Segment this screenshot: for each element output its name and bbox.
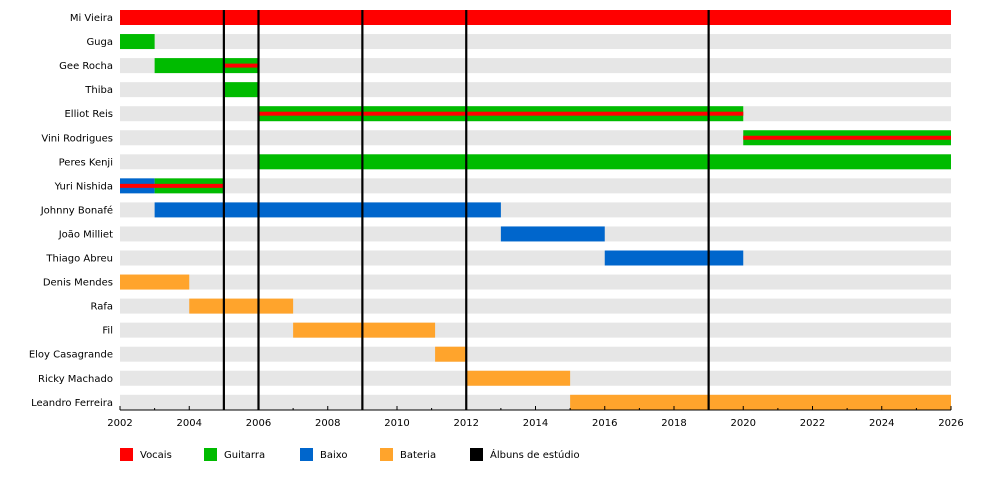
x-tick-label: 2002 [107,418,132,429]
member-label: Fil [102,326,113,337]
x-tick-label: 2020 [731,418,756,429]
x-tick-label: 2014 [523,418,548,429]
x-tick-label: 2006 [246,418,271,429]
member-bar [154,202,501,218]
member-label: Guga [86,37,113,48]
row-background [120,322,951,338]
legend-swatch [204,448,217,461]
x-tick-label: 2018 [661,418,686,429]
x-axis: 2002 2004 2006 2008 2010 2012 2014 2016 2018 2020… [107,406,964,429]
member-labels: Mi Vieira Guga Gee Rocha Thiba Elliot Reis Vi… [29,13,113,409]
member-label: Ricky Machado [38,374,113,385]
member-label: Thiba [84,85,113,96]
member-bar [258,154,951,170]
row-background [120,250,951,266]
x-tick-label: 2026 [938,418,963,429]
member-label: Johnny Bonafé [40,204,113,216]
member-bar [570,394,951,410]
vocal-stripe [258,111,744,116]
row-background [120,34,951,50]
member-label: João Milliet [58,229,113,240]
member-bar [604,250,744,266]
member-bar [293,322,436,338]
member-label: Leandro Ferreira [31,398,113,409]
legend-label: Bateria [400,450,436,461]
legend-label: Vocais [140,450,172,461]
member-bar [435,346,467,362]
legend-swatch [300,448,313,461]
vocal-stripe [223,63,259,68]
row-background [120,82,951,98]
x-tick-label: 2004 [177,418,202,429]
x-tick-label: 2008 [315,418,340,429]
legend-label: Álbuns de estúdio [490,448,580,461]
member-label: Yuri Nishida [54,181,113,192]
x-tick-label: 2012 [454,418,479,429]
x-tick-label: 2016 [592,418,617,429]
x-tick-label: 2022 [800,418,825,429]
x-tick-label: 2024 [869,418,894,429]
row-background [120,298,951,314]
legend-swatch [380,448,393,461]
member-label: Rafa [90,302,113,313]
member-label: Peres Kenji [59,157,113,168]
row-background [120,274,951,290]
legend-label: Guitarra [224,450,265,461]
member-label: Thiago Abreu [45,254,113,265]
member-label: Mi Vieira [70,13,113,24]
member-bars [120,10,951,410]
legend-label: Baixo [320,450,348,461]
row-background [120,346,951,362]
member-label: Denis Mendes [43,278,113,289]
member-bar [154,58,259,74]
member-label: Gee Rocha [59,61,113,72]
row-background [120,178,951,194]
member-label: Vini Rodrigues [41,133,113,144]
member-bar [500,226,605,242]
legend: Vocais Guitarra Baixo Bateria Álbuns de estú… [120,448,580,461]
member-bar [223,82,259,98]
member-bar [466,370,571,386]
member-bar [120,274,190,290]
vocal-stripe [120,183,224,188]
legend-swatch [120,448,133,461]
album-lines [222,10,710,410]
member-bar [120,34,155,50]
member-label: Elliot Reis [64,109,113,120]
row-background [120,58,951,74]
x-tick-label: 2010 [384,418,409,429]
member-bar [189,298,294,314]
vocal-stripe [743,135,951,140]
legend-swatch [470,448,483,461]
member-label: Eloy Casagrande [29,350,113,361]
member-bar [120,10,951,25]
